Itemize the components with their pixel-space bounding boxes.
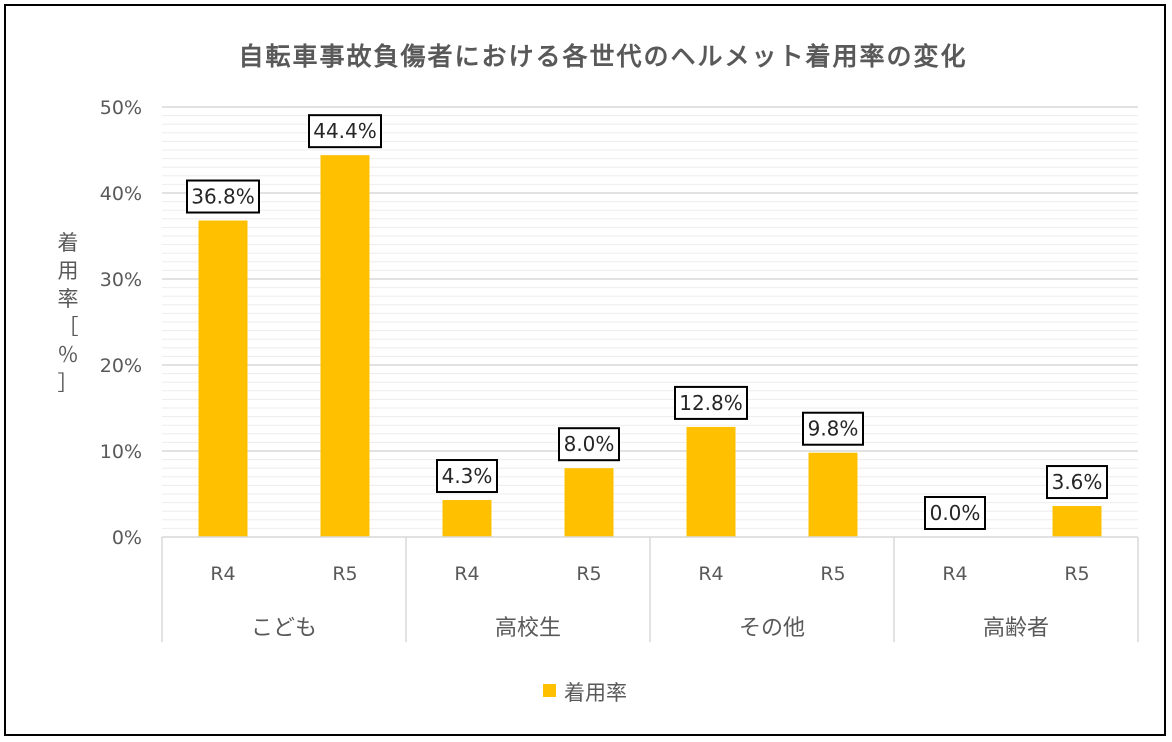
x-group-label: 高校生	[495, 616, 561, 641]
data-label: 3.6%	[1052, 470, 1103, 494]
bar	[564, 468, 614, 537]
x-tick-label: R5	[1064, 563, 1089, 585]
y-tick-label: 0%	[112, 527, 142, 549]
y-tick-label: 40%	[100, 183, 142, 205]
bars	[198, 155, 1102, 537]
x-tick-label: R5	[820, 563, 845, 585]
x-group-label: その他	[739, 616, 805, 641]
data-label-box	[1046, 465, 1108, 500]
data-label-box	[924, 496, 986, 530]
chart-frame	[4, 4, 1166, 736]
bar	[198, 220, 248, 537]
y-axis-label: 着用率 ［ ％ ］	[58, 231, 79, 395]
data-label: 4.3%	[442, 464, 493, 488]
data-label-box	[186, 179, 260, 214]
x-group-label: 高齢者	[983, 616, 1049, 641]
data-label: 44.4%	[313, 119, 377, 143]
y-axis-label-char: ％	[58, 343, 79, 367]
y-axis-label-char: 用	[58, 259, 79, 283]
x-tick-label: R4	[210, 563, 235, 585]
data-label: 12.8%	[679, 391, 743, 415]
data-label: 8.0%	[564, 432, 615, 456]
gridlines	[162, 106, 1138, 529]
chart-title: 自転車事故負傷者における各世代のヘルメット着用率の変化	[238, 42, 967, 71]
bar	[442, 500, 492, 537]
data-label: 0.0%	[930, 501, 981, 525]
x-tick-label: R4	[454, 563, 479, 585]
data-label-box	[558, 427, 620, 462]
data-label: 9.8%	[808, 417, 859, 441]
y-axis-label-char: 着	[58, 231, 79, 255]
legend: 着用率	[543, 681, 627, 705]
x-tick-label: R4	[942, 563, 967, 585]
data-label-box	[308, 114, 382, 149]
data-label-box	[802, 411, 864, 446]
y-tick-label: 50%	[100, 97, 142, 119]
x-axis: R4 R5 R4 R5 R4 R5 R4 R5 こども 高校生 その他 高齢者	[161, 536, 1139, 642]
bar	[320, 155, 370, 537]
data-label: 36.8%	[191, 185, 255, 209]
legend-label: 着用率	[564, 681, 627, 705]
bar	[1052, 506, 1102, 537]
y-axis-label-char: 率	[58, 287, 79, 311]
y-axis-label-char: ］	[58, 371, 79, 395]
y-axis-label-char: ［	[58, 315, 79, 339]
data-label-box	[674, 385, 748, 420]
bar	[686, 426, 736, 537]
y-tick-label: 20%	[100, 355, 142, 377]
x-tick-label: R4	[698, 563, 723, 585]
x-group-label: こども	[251, 616, 317, 641]
data-labels: 36.8% 44.4% 4.3% 8.0% 12.8% 9.8% 0.0% 3.6%	[186, 114, 1108, 530]
y-tick-label: 10%	[100, 441, 142, 463]
x-tick-label: R5	[576, 563, 601, 585]
data-label-box	[436, 459, 498, 494]
y-axis-ticks: 0% 10% 20% 30% 40% 50%	[100, 97, 142, 549]
bar	[808, 452, 858, 537]
x-tick-label: R5	[332, 563, 357, 585]
legend-swatch	[543, 684, 556, 697]
y-tick-label: 30%	[100, 269, 142, 291]
